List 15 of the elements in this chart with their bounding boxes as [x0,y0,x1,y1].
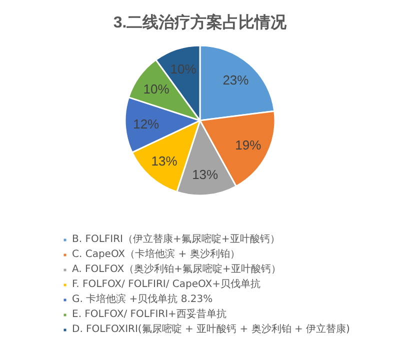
data-label: 13% [192,166,219,182]
legend-label: D. FOLFOXIRI(氟尿嘧啶 + 亚叶酸钙 + 奥沙利铂 + 伊立替康) [72,322,350,336]
legend-label: A. FOLFOX（奥沙利铂+氟尿嘧啶+亚叶酸钙） [72,262,281,276]
data-label: 10% [170,62,197,77]
chart-title: 3.二线治疗方案占比情况 [113,12,288,32]
legend-label: B. FOLFIRI（伊立替康+氟尿嘧啶+亚叶酸钙） [72,232,280,246]
data-label: 23% [222,72,250,88]
data-label: 12% [133,116,160,132]
legend-label: C. CapeOX（卡培他滨 + 奥沙利铂） [72,248,240,261]
data-label: 13% [151,154,178,169]
data-label: 10% [143,81,170,96]
data-label: 19% [235,138,262,153]
legend-label: E. FOLFOX/ FOLFIRI+西妥昔单抗 [72,308,226,321]
legend-label: G. 卡培他滨 +贝伐单抗 8.23% [72,292,213,306]
legend-label: F. FOLFOX/ FOLFIRI/ CapeOX+贝伐单抗 [72,278,260,291]
